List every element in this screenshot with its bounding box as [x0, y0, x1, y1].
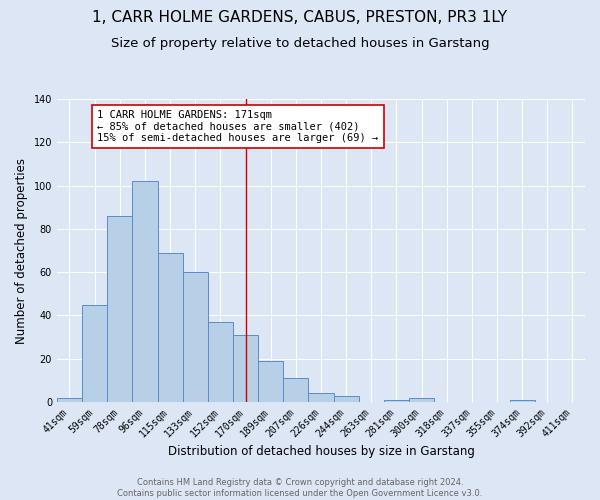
- Bar: [308, 394, 334, 402]
- Bar: [57, 398, 82, 402]
- Y-axis label: Number of detached properties: Number of detached properties: [15, 158, 28, 344]
- Bar: [133, 182, 158, 402]
- Text: Contains HM Land Registry data © Crown copyright and database right 2024.
Contai: Contains HM Land Registry data © Crown c…: [118, 478, 482, 498]
- Bar: [334, 396, 359, 402]
- Bar: [208, 322, 233, 402]
- Bar: [283, 378, 308, 402]
- Text: 1 CARR HOLME GARDENS: 171sqm
← 85% of detached houses are smaller (402)
15% of s: 1 CARR HOLME GARDENS: 171sqm ← 85% of de…: [97, 110, 379, 143]
- Bar: [409, 398, 434, 402]
- Bar: [182, 272, 208, 402]
- Bar: [384, 400, 409, 402]
- Text: Size of property relative to detached houses in Garstang: Size of property relative to detached ho…: [110, 38, 490, 51]
- Bar: [82, 304, 107, 402]
- Bar: [258, 361, 283, 402]
- X-axis label: Distribution of detached houses by size in Garstang: Distribution of detached houses by size …: [167, 444, 475, 458]
- Bar: [509, 400, 535, 402]
- Bar: [233, 335, 258, 402]
- Text: 1, CARR HOLME GARDENS, CABUS, PRESTON, PR3 1LY: 1, CARR HOLME GARDENS, CABUS, PRESTON, P…: [92, 10, 508, 25]
- Bar: [158, 252, 182, 402]
- Bar: [107, 216, 133, 402]
